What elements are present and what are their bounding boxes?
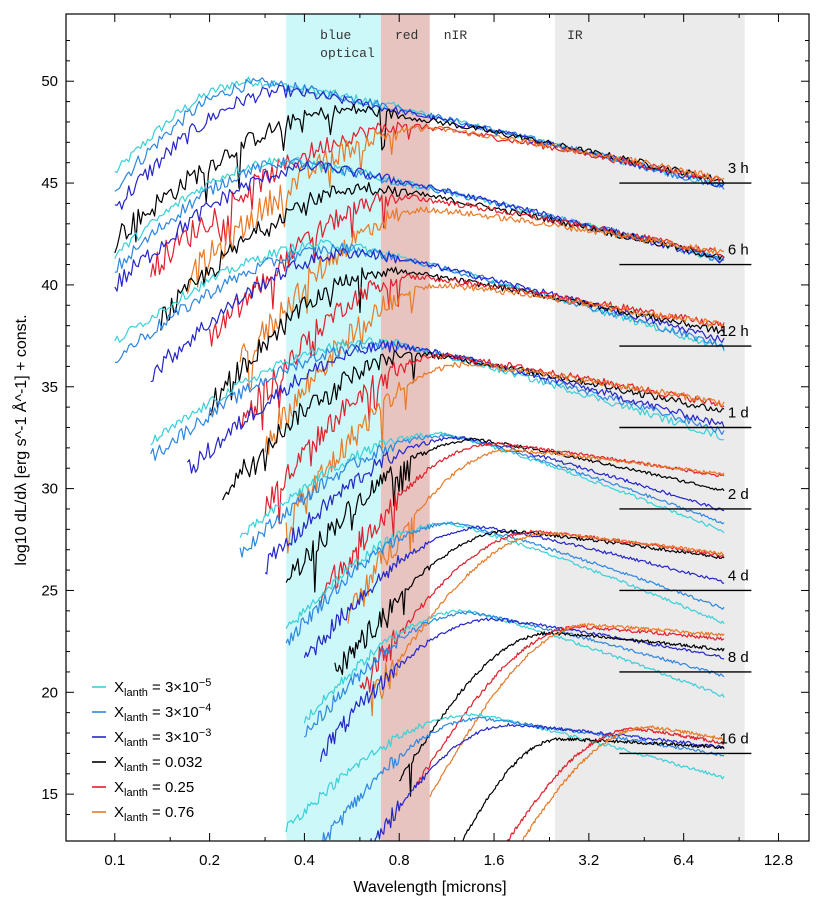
spectrum-16d-series5 xyxy=(506,727,725,841)
band-label-red: red xyxy=(395,28,418,43)
spectrum-8d-series3 xyxy=(319,617,725,762)
spectrum-1d-series6 xyxy=(285,361,725,554)
x-tick-label: 6.4 xyxy=(673,852,694,869)
legend-entry: Xlanth = 0.25 xyxy=(114,779,194,799)
spectrum-16d-series4 xyxy=(461,737,725,841)
y-tick-label: 35 xyxy=(41,379,58,396)
band-blue xyxy=(286,14,381,841)
epoch-label: 4 d xyxy=(728,567,749,584)
x-tick-labels: 0.1 0.2 0.4 0.8 1.6 3.2 6.4 12.8 xyxy=(104,852,793,869)
x-tick-label: 3.2 xyxy=(578,852,599,869)
spectrum-8d-series1 xyxy=(303,609,725,724)
spectrum-3h-series4 xyxy=(114,103,725,254)
spectrum-3h-series2 xyxy=(114,77,725,192)
x-tick-label: 0.8 xyxy=(389,852,410,869)
x-tick-label: 1.6 xyxy=(484,852,505,869)
spectrum-2d-series6 xyxy=(347,448,725,624)
legend-entry: Xlanth = 0.76 xyxy=(114,804,194,824)
spectrum-2d-series2 xyxy=(239,433,725,558)
legend-entry: Xlanth = 3×10−4 xyxy=(114,702,211,724)
band-label-IR: IR xyxy=(567,28,583,43)
spectrum-3h-series6 xyxy=(186,125,725,294)
legend-entry: Xlanth = 3×10−3 xyxy=(114,727,211,749)
legend: Xlanth = 3×10−5 Xlanth = 3×10−4 Xlanth = 3… xyxy=(92,677,211,824)
x-tick-label: 0.1 xyxy=(104,852,125,869)
x-tick-label: 0.2 xyxy=(199,852,220,869)
spectrum-12h-series5 xyxy=(239,273,725,431)
y-tick-label: 30 xyxy=(41,481,58,498)
spectrum-12h-series4 xyxy=(209,266,725,416)
epoch-baselines xyxy=(619,182,752,755)
spectrum-4d-series2 xyxy=(285,521,725,646)
spectrum-12h-series6 xyxy=(264,282,725,455)
epoch-label: 12 h xyxy=(720,323,749,340)
y-tick-label: 15 xyxy=(41,786,58,803)
spectrum-12h-series1 xyxy=(114,239,725,352)
y-axis-label-text: log10 dL/dλ [erg s^-1 Å^-1] + const. xyxy=(11,314,30,565)
spectrum-16d-series1 xyxy=(285,713,725,833)
epoch-label: 2 d xyxy=(728,486,749,503)
plot-frame xyxy=(65,13,810,842)
spectrum-8d-series6 xyxy=(429,622,725,798)
spectrum-12h-series3 xyxy=(150,248,725,383)
spectrum-4d-series1 xyxy=(285,521,725,629)
y-tick-label: 20 xyxy=(41,684,58,701)
epoch-label: 6 h xyxy=(728,242,749,259)
spectrum-6h-series5 xyxy=(209,192,725,347)
y-tick-label: 50 xyxy=(41,73,58,90)
epoch-label: 3 h xyxy=(728,160,749,177)
spectrum-16d-series6 xyxy=(521,725,725,841)
axis-ticks xyxy=(66,14,809,841)
spectrum-2d-series4 xyxy=(285,437,725,593)
y-tick-label: 25 xyxy=(41,582,58,599)
band-label-blue: blue xyxy=(320,28,351,43)
spectrum-16d-series3 xyxy=(370,722,725,841)
epoch-labels: 3 h 6 h 12 h 1 d 2 d 4 d 8 d 16 d xyxy=(720,160,749,747)
epoch-label: 8 d xyxy=(728,649,749,666)
spectrum-1d-series4 xyxy=(222,350,725,501)
band-label-nIR: nIR xyxy=(444,28,468,43)
x-tick-label: 0.4 xyxy=(294,852,315,869)
band-red xyxy=(380,14,430,841)
y-tick-label: 45 xyxy=(41,175,58,192)
x-tick-label: 12.8 xyxy=(764,852,793,869)
y-tick-label: 40 xyxy=(41,277,58,294)
spectrum-8d-series4 xyxy=(398,631,725,797)
y-axis-label: log10 dL/dλ [erg s^-1 Å^-1] + const. xyxy=(11,314,30,565)
band-label-blue-line2: optical xyxy=(320,46,375,61)
epoch-label: 1 d xyxy=(728,405,749,422)
spectra-series xyxy=(114,76,725,841)
legend-entry: Xlanth = 0.032 xyxy=(114,754,203,774)
spectrum-4d-series3 xyxy=(303,525,725,658)
spectrum-1d-series3 xyxy=(186,340,725,474)
spectrum-6h-series6 xyxy=(239,206,725,391)
x-axis-label: Wavelength [microns] xyxy=(353,879,506,896)
legend-entry: Xlanth = 3×10−5 xyxy=(114,677,211,699)
y-tick-labels: 15 20 25 30 35 40 45 50 xyxy=(41,73,58,803)
epoch-label: 16 d xyxy=(720,730,749,747)
band-labels: blue optical red nIR IR xyxy=(320,28,583,61)
